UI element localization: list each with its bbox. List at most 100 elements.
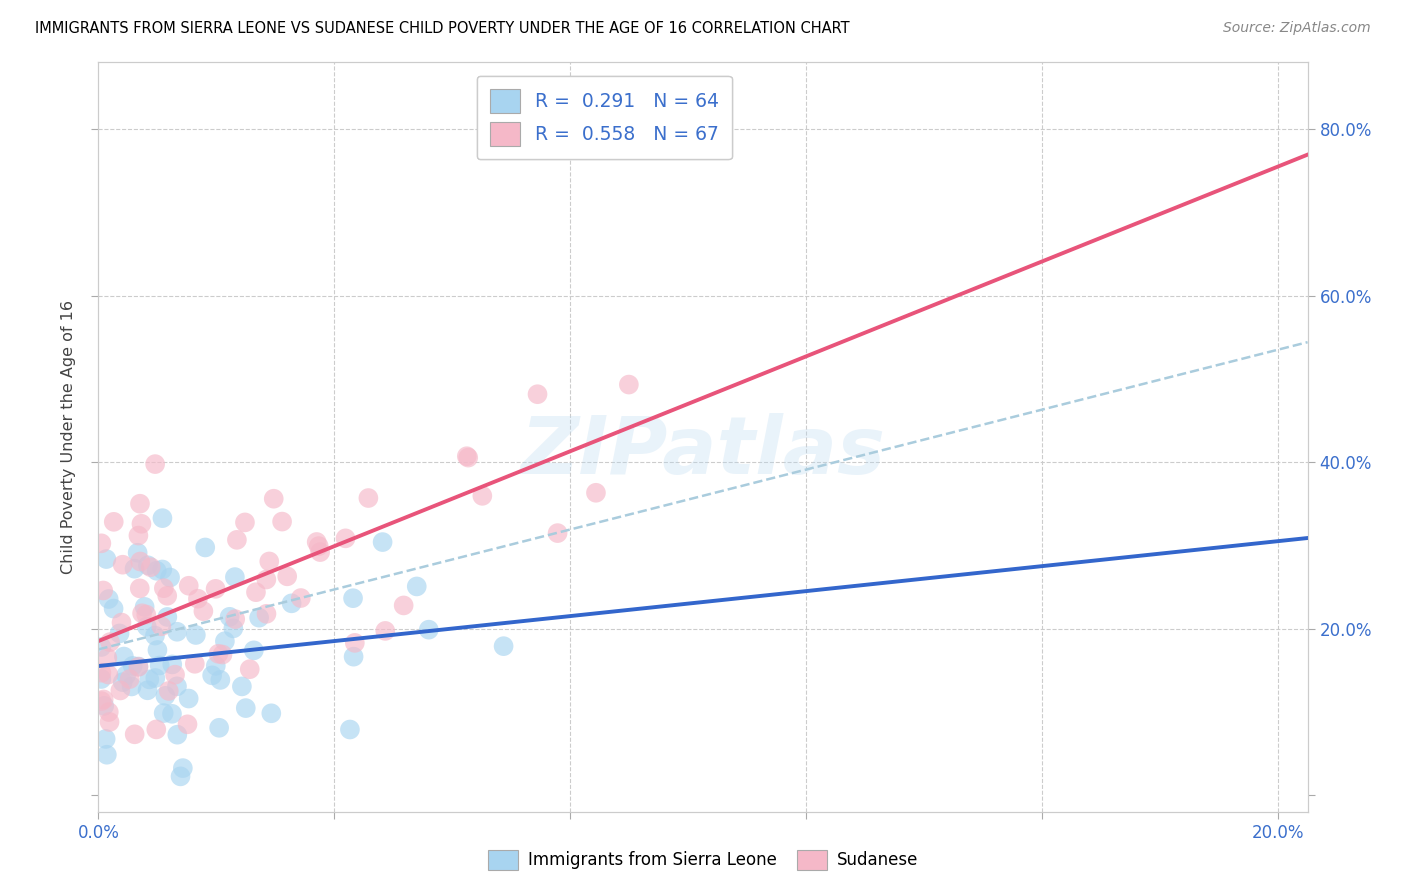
- Point: [224, 570, 246, 584]
- Point: [94, 731, 117, 746]
- Point: [166, 624, 188, 639]
- Point: [127, 528, 149, 542]
- Point: [159, 570, 181, 584]
- Point: [309, 545, 332, 559]
- Point: [96, 747, 118, 762]
- Point: [90, 672, 112, 686]
- Point: [145, 723, 167, 737]
- Point: [231, 680, 253, 694]
- Point: [204, 658, 226, 673]
- Point: [271, 515, 294, 529]
- Point: [256, 607, 278, 621]
- Point: [207, 647, 229, 661]
- Point: [418, 623, 440, 637]
- Point: [143, 629, 166, 643]
- Point: [176, 717, 198, 731]
- Point: [343, 636, 366, 650]
- Point: [97, 667, 120, 681]
- Point: [193, 604, 215, 618]
- Point: [146, 643, 169, 657]
- Point: [214, 634, 236, 648]
- Point: [166, 679, 188, 693]
- Y-axis label: Child Poverty Under the Age of 16: Child Poverty Under the Age of 16: [60, 300, 76, 574]
- Point: [98, 635, 121, 649]
- Point: [335, 532, 357, 546]
- Point: [138, 673, 160, 687]
- Point: [201, 668, 224, 682]
- Point: [134, 599, 156, 614]
- Point: [143, 457, 166, 471]
- Point: [204, 582, 226, 596]
- Point: [209, 673, 232, 687]
- Point: [342, 649, 364, 664]
- Point: [471, 489, 494, 503]
- Point: [131, 607, 153, 621]
- Point: [547, 526, 569, 541]
- Point: [492, 639, 515, 653]
- Point: [124, 562, 146, 576]
- Point: [129, 554, 152, 568]
- Point: [222, 621, 245, 635]
- Point: [243, 643, 266, 657]
- Point: [218, 609, 240, 624]
- Point: [187, 591, 209, 606]
- Point: [127, 546, 149, 560]
- Point: [211, 648, 233, 662]
- Point: [110, 683, 132, 698]
- Text: Source: ZipAtlas.com: Source: ZipAtlas.com: [1223, 21, 1371, 35]
- Point: [90, 694, 112, 708]
- Point: [96, 552, 118, 566]
- Point: [136, 558, 159, 573]
- Point: [165, 667, 187, 681]
- Point: [145, 564, 167, 578]
- Point: [96, 651, 118, 665]
- Point: [90, 536, 112, 550]
- Point: [127, 659, 149, 673]
- Point: [457, 450, 479, 465]
- Point: [97, 592, 120, 607]
- Point: [526, 387, 548, 401]
- Point: [585, 485, 607, 500]
- Point: [103, 515, 125, 529]
- Point: [260, 706, 283, 721]
- Point: [617, 377, 640, 392]
- Point: [135, 620, 157, 634]
- Point: [184, 628, 207, 642]
- Point: [93, 698, 115, 713]
- Point: [184, 657, 207, 671]
- Point: [160, 706, 183, 721]
- Point: [157, 684, 180, 698]
- Point: [131, 516, 153, 531]
- Point: [156, 589, 179, 603]
- Point: [254, 573, 277, 587]
- Point: [143, 671, 166, 685]
- Point: [121, 659, 143, 673]
- Point: [121, 680, 143, 694]
- Point: [371, 535, 394, 549]
- Point: [235, 701, 257, 715]
- Point: [456, 449, 478, 463]
- Point: [112, 649, 135, 664]
- Point: [194, 541, 217, 555]
- Point: [91, 583, 114, 598]
- Point: [280, 596, 302, 610]
- Point: [177, 579, 200, 593]
- Point: [177, 691, 200, 706]
- Point: [245, 585, 267, 599]
- Legend: R =  0.291   N = 64, R =  0.558   N = 67: R = 0.291 N = 64, R = 0.558 N = 67: [477, 76, 733, 160]
- Point: [111, 675, 134, 690]
- Point: [276, 569, 298, 583]
- Point: [90, 640, 112, 654]
- Point: [290, 591, 312, 605]
- Point: [392, 599, 415, 613]
- Point: [374, 624, 396, 638]
- Point: [225, 533, 247, 547]
- Point: [136, 683, 159, 698]
- Point: [233, 516, 256, 530]
- Point: [308, 539, 330, 553]
- Point: [305, 535, 328, 549]
- Legend: Immigrants from Sierra Leone, Sudanese: Immigrants from Sierra Leone, Sudanese: [481, 843, 925, 877]
- Point: [263, 491, 285, 506]
- Point: [150, 562, 173, 576]
- Point: [90, 665, 112, 680]
